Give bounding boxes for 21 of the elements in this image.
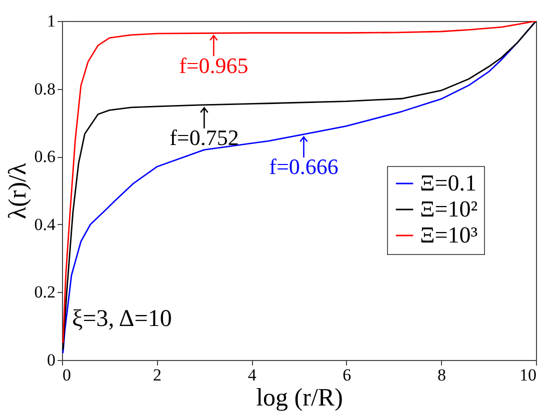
legend-label: Ξ=0.1 bbox=[420, 170, 477, 196]
y-tick-label: 0.6 bbox=[34, 147, 56, 166]
y-tick-label: 0 bbox=[47, 350, 56, 370]
y-tick-label: 1 bbox=[47, 12, 56, 30]
y-tick-label: 0.8 bbox=[34, 79, 56, 98]
y-tick-label: 0.4 bbox=[34, 214, 56, 234]
annotation: f=0.666 bbox=[269, 154, 338, 180]
x-tick-label: 8 bbox=[437, 366, 446, 384]
legend-label: Ξ=10³ bbox=[420, 222, 478, 248]
y-tick-label: 0.2 bbox=[34, 282, 56, 302]
x-tick-label: 0 bbox=[62, 366, 71, 384]
annotation: ξ=3, Δ=10 bbox=[72, 306, 172, 332]
x-tick-label: 6 bbox=[342, 366, 352, 384]
x-axis-title: log (r/R) bbox=[256, 384, 343, 412]
x-tick-label: 10 bbox=[520, 366, 536, 384]
x-tick-label: 4 bbox=[248, 366, 257, 384]
x-tick-label: 2 bbox=[153, 366, 162, 384]
legend-label: Ξ=10² bbox=[420, 196, 478, 222]
y-axis-title: λ(r)/λ bbox=[4, 162, 32, 220]
annotation: f=0.752 bbox=[170, 125, 239, 150]
annotation: f=0.965 bbox=[179, 52, 248, 78]
